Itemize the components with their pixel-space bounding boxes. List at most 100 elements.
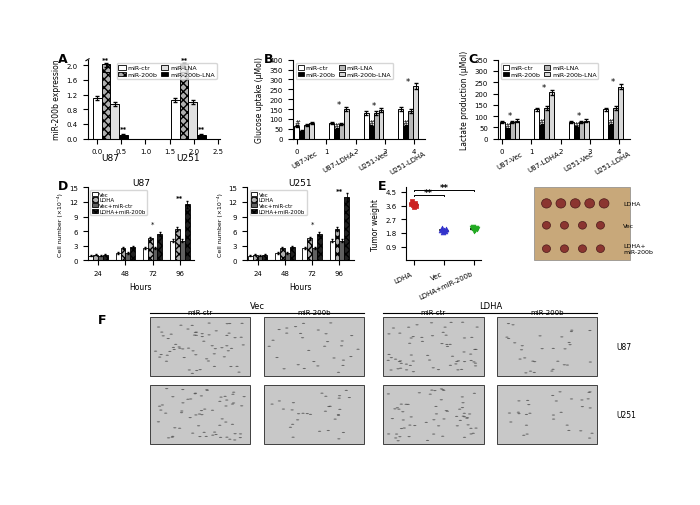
Ellipse shape [430,323,433,324]
Ellipse shape [473,393,476,394]
Ellipse shape [421,341,424,342]
Ellipse shape [461,322,464,323]
Ellipse shape [171,437,174,438]
Bar [339,125,344,139]
Bar [93,99,102,139]
Bar [340,241,344,261]
Point [407,197,418,206]
Ellipse shape [165,361,168,362]
Ellipse shape [512,325,514,326]
Ellipse shape [461,396,464,397]
FancyBboxPatch shape [150,318,251,377]
Ellipse shape [340,345,343,346]
Ellipse shape [542,222,550,230]
Ellipse shape [178,347,181,348]
Ellipse shape [197,425,200,427]
Point [440,228,451,236]
Ellipse shape [405,370,408,371]
Text: #: # [539,119,545,125]
Ellipse shape [570,331,573,332]
Bar [302,248,307,261]
Bar [544,109,549,139]
Ellipse shape [407,436,411,437]
Ellipse shape [387,354,391,356]
Ellipse shape [321,393,323,394]
Ellipse shape [296,420,299,421]
Ellipse shape [552,348,555,349]
Bar [539,126,544,139]
Ellipse shape [233,337,237,338]
Ellipse shape [202,341,205,342]
Ellipse shape [466,418,469,419]
Text: miR-200b: miR-200b [531,310,564,316]
Bar [175,229,180,261]
Bar [398,110,403,139]
Ellipse shape [294,326,298,328]
Bar [534,110,539,139]
Ellipse shape [227,350,230,351]
Ellipse shape [401,412,405,413]
Ellipse shape [168,351,172,352]
Text: D: D [57,179,68,192]
Ellipse shape [440,388,443,390]
Ellipse shape [278,400,281,401]
Ellipse shape [218,401,221,402]
Ellipse shape [412,336,415,337]
Ellipse shape [326,341,329,342]
Ellipse shape [161,405,164,406]
Ellipse shape [162,336,165,337]
Ellipse shape [552,419,555,420]
Bar [514,121,519,139]
Ellipse shape [475,428,477,429]
Ellipse shape [234,433,237,434]
Bar [344,197,349,261]
Ellipse shape [507,338,510,339]
Ellipse shape [400,428,403,429]
Ellipse shape [568,344,572,345]
Ellipse shape [183,357,186,359]
Ellipse shape [230,366,232,367]
Ellipse shape [302,323,305,324]
Ellipse shape [426,355,429,356]
Bar [93,255,98,261]
Ellipse shape [225,324,229,325]
Ellipse shape [166,355,169,356]
Ellipse shape [387,433,391,435]
Ellipse shape [525,414,528,415]
Ellipse shape [442,332,444,333]
Bar [374,114,379,139]
Ellipse shape [554,400,558,402]
Ellipse shape [470,433,473,435]
Ellipse shape [173,427,176,428]
Bar [275,254,280,261]
Ellipse shape [327,406,330,407]
Bar [363,114,369,139]
Bar [248,256,253,261]
Text: #: # [608,119,614,125]
Ellipse shape [461,402,465,403]
Ellipse shape [588,330,592,331]
Ellipse shape [164,413,167,414]
Ellipse shape [332,358,336,359]
Ellipse shape [237,372,241,373]
Ellipse shape [297,413,300,415]
Ellipse shape [399,361,402,362]
Point [410,202,421,210]
Ellipse shape [507,323,510,325]
Bar [334,129,339,139]
Ellipse shape [443,327,447,328]
Ellipse shape [219,437,222,438]
Point [466,225,477,233]
Ellipse shape [578,222,587,230]
Ellipse shape [223,357,226,358]
Text: *: * [372,102,376,111]
Ellipse shape [214,434,218,435]
Bar [130,247,135,261]
Bar [505,129,510,139]
Ellipse shape [398,333,402,334]
Ellipse shape [420,337,424,338]
Ellipse shape [206,361,210,362]
Point [438,229,449,237]
Bar [335,229,339,261]
Bar [280,248,285,261]
